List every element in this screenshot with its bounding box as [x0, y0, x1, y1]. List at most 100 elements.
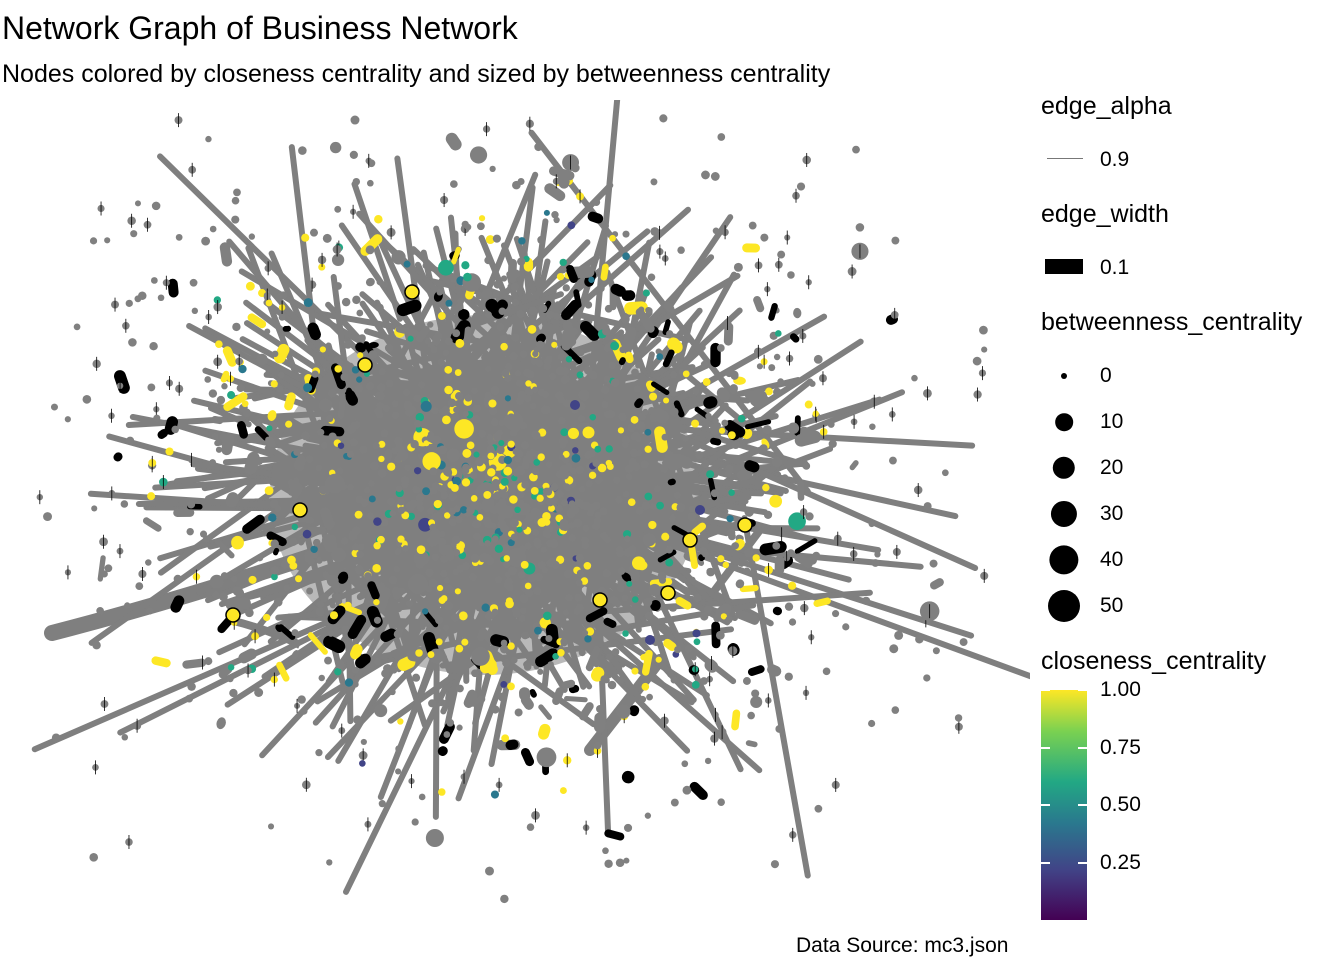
- node: [227, 664, 235, 671]
- node: [520, 607, 527, 614]
- node: [581, 629, 589, 637]
- node: [532, 350, 539, 358]
- node: [91, 505, 98, 512]
- node: [751, 689, 760, 698]
- node: [663, 457, 672, 466]
- node: [186, 500, 196, 509]
- node: [373, 598, 380, 606]
- node: [447, 398, 457, 408]
- node: [503, 455, 513, 465]
- node: [322, 572, 329, 579]
- node: [384, 343, 394, 353]
- node: [415, 499, 423, 508]
- node: [488, 399, 497, 408]
- node: [233, 188, 241, 197]
- legend-closeness-label: 1.00: [1100, 678, 1141, 701]
- node: [431, 553, 439, 561]
- node: [361, 499, 369, 507]
- node: [480, 456, 487, 463]
- node: [427, 651, 435, 658]
- node: [559, 470, 566, 477]
- node: [461, 638, 469, 646]
- node: [360, 738, 367, 746]
- node: [578, 486, 586, 493]
- node: [332, 583, 339, 590]
- node: [750, 696, 763, 709]
- legend-edge-alpha-title: edge_alpha: [1041, 92, 1172, 120]
- node-cluster: [688, 545, 699, 570]
- node: [357, 357, 373, 373]
- node: [536, 747, 557, 768]
- node: [445, 299, 453, 307]
- node-cluster: [673, 400, 685, 418]
- node: [351, 533, 358, 540]
- node-cluster: [744, 507, 754, 517]
- node: [660, 585, 676, 601]
- node: [559, 518, 568, 528]
- node: [561, 499, 568, 506]
- node: [532, 431, 541, 440]
- node: [464, 394, 472, 402]
- node: [265, 299, 273, 307]
- node: [507, 440, 515, 448]
- node: [691, 680, 700, 689]
- node: [583, 561, 592, 570]
- node: [402, 545, 409, 552]
- node: [270, 566, 280, 575]
- node: [104, 237, 111, 244]
- node: [979, 325, 988, 335]
- node: [567, 507, 577, 517]
- node-cluster: [416, 326, 430, 343]
- node: [173, 574, 182, 584]
- node: [519, 350, 528, 358]
- node: [562, 375, 570, 383]
- node: [509, 495, 518, 504]
- node-cluster: [731, 542, 740, 550]
- node: [692, 629, 701, 638]
- node: [124, 602, 131, 609]
- node: [576, 569, 585, 577]
- node-cluster: [521, 748, 535, 767]
- legend-betweenness-dot: [1052, 456, 1076, 480]
- node: [125, 299, 133, 307]
- node: [528, 306, 538, 316]
- node: [695, 451, 704, 460]
- node: [384, 449, 392, 456]
- node: [444, 365, 453, 374]
- node: [412, 485, 420, 493]
- node: [855, 223, 865, 232]
- node: [334, 205, 342, 213]
- node: [592, 198, 601, 207]
- node-cluster: [142, 517, 162, 532]
- node: [328, 432, 337, 441]
- node-cluster: [337, 571, 349, 584]
- node-cluster: [709, 423, 722, 435]
- node: [511, 333, 520, 342]
- node: [606, 463, 614, 470]
- node: [89, 853, 99, 862]
- node: [340, 373, 349, 382]
- node-cluster: [236, 421, 249, 439]
- node: [479, 651, 488, 660]
- node: [215, 446, 223, 453]
- node: [731, 441, 740, 450]
- node: [691, 419, 700, 428]
- node: [436, 584, 444, 592]
- node: [276, 385, 284, 393]
- node-cluster: [272, 547, 280, 556]
- node: [852, 145, 860, 154]
- node: [383, 664, 392, 673]
- node: [473, 404, 481, 413]
- node-cluster: [703, 396, 718, 409]
- node: [437, 358, 445, 366]
- node: [462, 562, 470, 570]
- node: [413, 394, 421, 402]
- node: [659, 114, 668, 123]
- node: [436, 289, 443, 296]
- node: [509, 352, 518, 361]
- node: [285, 420, 293, 428]
- node-cluster: [629, 705, 640, 717]
- node: [461, 478, 471, 487]
- node: [478, 215, 486, 222]
- node: [315, 749, 323, 757]
